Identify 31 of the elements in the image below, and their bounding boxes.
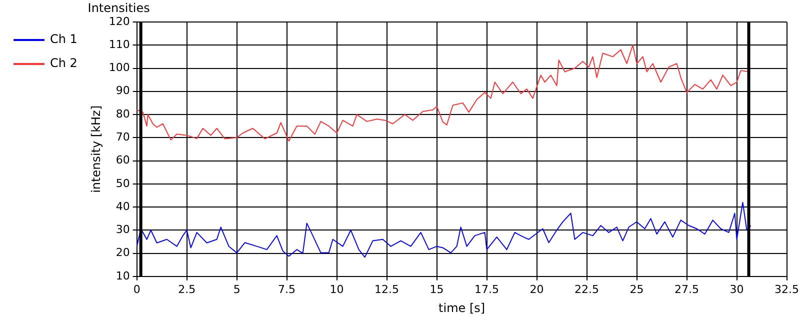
y-tick-label: 70 — [116, 130, 130, 144]
y-axis-title: intensity [kHz] — [88, 105, 103, 193]
legend-label: Ch 2 — [50, 56, 78, 70]
x-tick-label: 25 — [630, 282, 644, 296]
x-tick-label: 10 — [330, 282, 344, 296]
x-tick-label: 5 — [233, 282, 240, 296]
x-tick-label: 30 — [730, 282, 744, 296]
y-tick-label: 90 — [116, 84, 130, 98]
x-axis-title: time [s] — [438, 300, 486, 315]
x-tick-label: 7.5 — [278, 282, 296, 296]
x-tick-label: 27.5 — [674, 282, 700, 296]
y-tick-label: 120 — [108, 14, 130, 28]
y-tick-label: 10 — [116, 269, 130, 282]
y-tick-label: 60 — [116, 154, 130, 167]
x-tick-label: 22.5 — [574, 282, 600, 296]
chart-title: Intensities — [88, 1, 150, 16]
y-tick-label: 20 — [116, 246, 130, 260]
y-tick-label: 80 — [116, 107, 130, 120]
x-tick-label: 17.5 — [474, 282, 500, 296]
y-tick-label: 50 — [116, 176, 130, 190]
y-tick-label: 110 — [108, 38, 130, 51]
x-tick-label: 0 — [133, 282, 140, 296]
x-tick-label: 15 — [430, 282, 444, 296]
legend-label: Ch 1 — [50, 32, 78, 46]
x-tick-label: 2.5 — [178, 282, 196, 296]
x-tick-label: 12.5 — [374, 282, 400, 296]
y-tick-label: 30 — [116, 223, 130, 236]
y-tick-label: 40 — [116, 200, 130, 213]
y-tick-label: 100 — [108, 61, 130, 74]
x-tick-label: 20 — [530, 282, 544, 296]
x-tick-label: 32.5 — [774, 282, 800, 296]
